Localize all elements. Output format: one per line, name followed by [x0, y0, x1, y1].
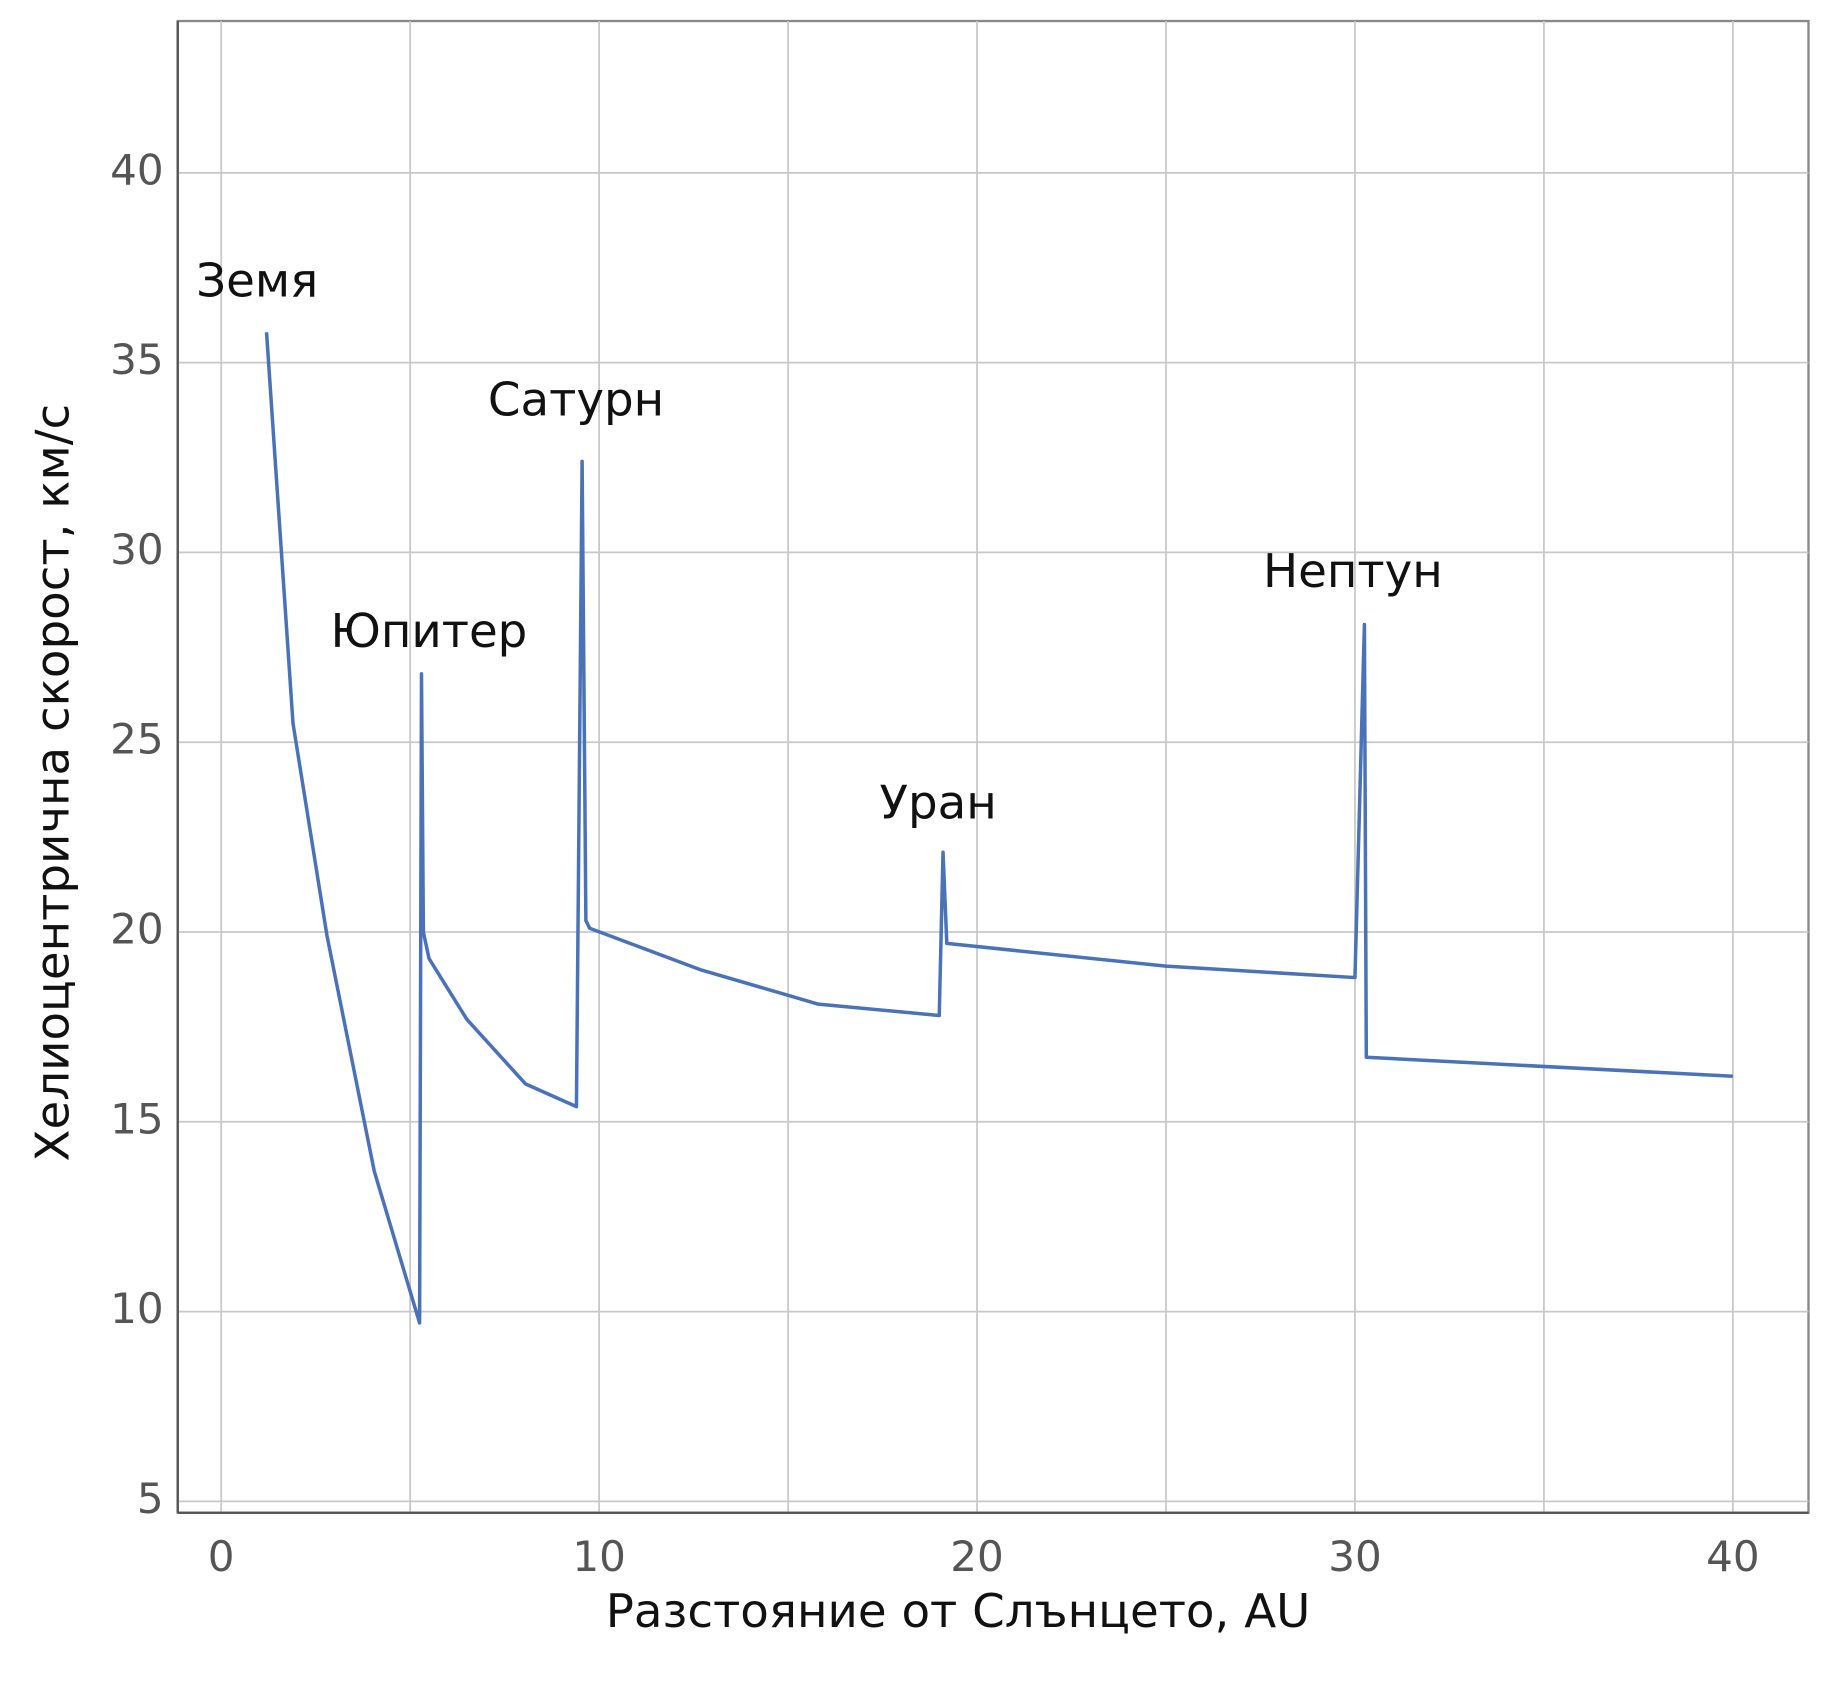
x-tick-label: 30: [1328, 1532, 1382, 1581]
y-tick-label: 5: [137, 1474, 164, 1523]
annotation: Нептун: [1263, 545, 1443, 599]
x-tick-label: 20: [950, 1532, 1004, 1581]
data-line: [264, 332, 1733, 1325]
x-tick-label: 0: [208, 1532, 235, 1581]
annotation: Уран: [880, 777, 997, 831]
y-tick-label: 25: [110, 715, 164, 764]
x-tick-label: 10: [572, 1532, 626, 1581]
x-axis-label: Разстояние от Слънцето, AU: [606, 1585, 1311, 1639]
y-axis-label: Хелиоцентрична скорост, км/с: [27, 404, 81, 1162]
y-tick-label: 30: [110, 525, 164, 574]
plot-frame: [176, 19, 1810, 1514]
y-tick-label: 35: [110, 335, 164, 384]
y-tick-label: 15: [110, 1094, 164, 1143]
x-tick-label: 40: [1706, 1532, 1760, 1581]
y-tick-label: 10: [110, 1284, 164, 1333]
y-tick-label: 40: [110, 145, 164, 194]
y-tick-label: 20: [110, 905, 164, 954]
annotation: Сатурн: [488, 374, 664, 428]
annotation: Земя: [196, 254, 318, 308]
annotation: Юпитер: [330, 605, 527, 659]
